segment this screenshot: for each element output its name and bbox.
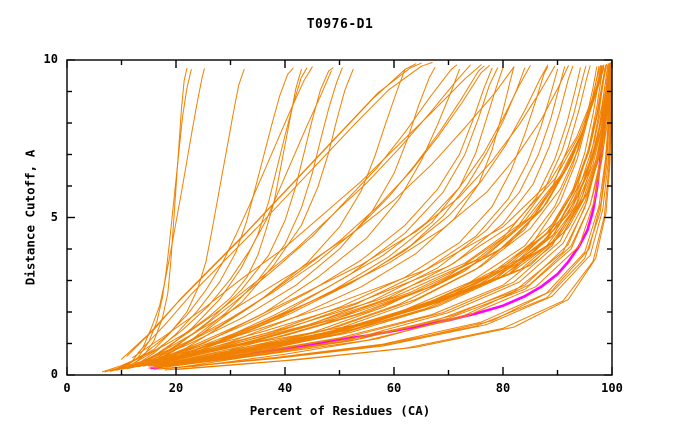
x-tick-label: 0	[63, 381, 71, 395]
x-tick-label: 20	[168, 381, 184, 395]
plot-area	[67, 60, 612, 375]
series-model-43	[126, 70, 332, 368]
series-model-02	[110, 68, 245, 372]
x-axis-title: Percent of Residues (CA)	[249, 403, 431, 418]
series-model-63	[202, 62, 611, 359]
curves-layer	[101, 61, 612, 373]
series-model-39	[164, 65, 612, 371]
y-tick-label: 10	[43, 52, 58, 66]
y-tick-label: 0	[50, 367, 58, 381]
series-model-36	[170, 63, 612, 369]
x-tick-label: 40	[277, 381, 293, 395]
x-tick-label: 60	[386, 381, 402, 395]
page-title: T0976-D1	[306, 17, 374, 32]
series-model-51	[148, 64, 471, 360]
y-tick-label: 5	[50, 209, 58, 224]
series-model-18	[148, 66, 549, 367]
series-model-44	[121, 66, 313, 369]
series-model-41	[153, 67, 526, 363]
y-axis-title: Distance Cutoff, A	[22, 149, 38, 286]
x-tick-label: 80	[495, 381, 511, 395]
series-model-38	[159, 64, 612, 370]
x-tick-label: 100	[601, 381, 623, 395]
series-model-78	[180, 65, 610, 366]
series-model-65	[208, 62, 611, 357]
